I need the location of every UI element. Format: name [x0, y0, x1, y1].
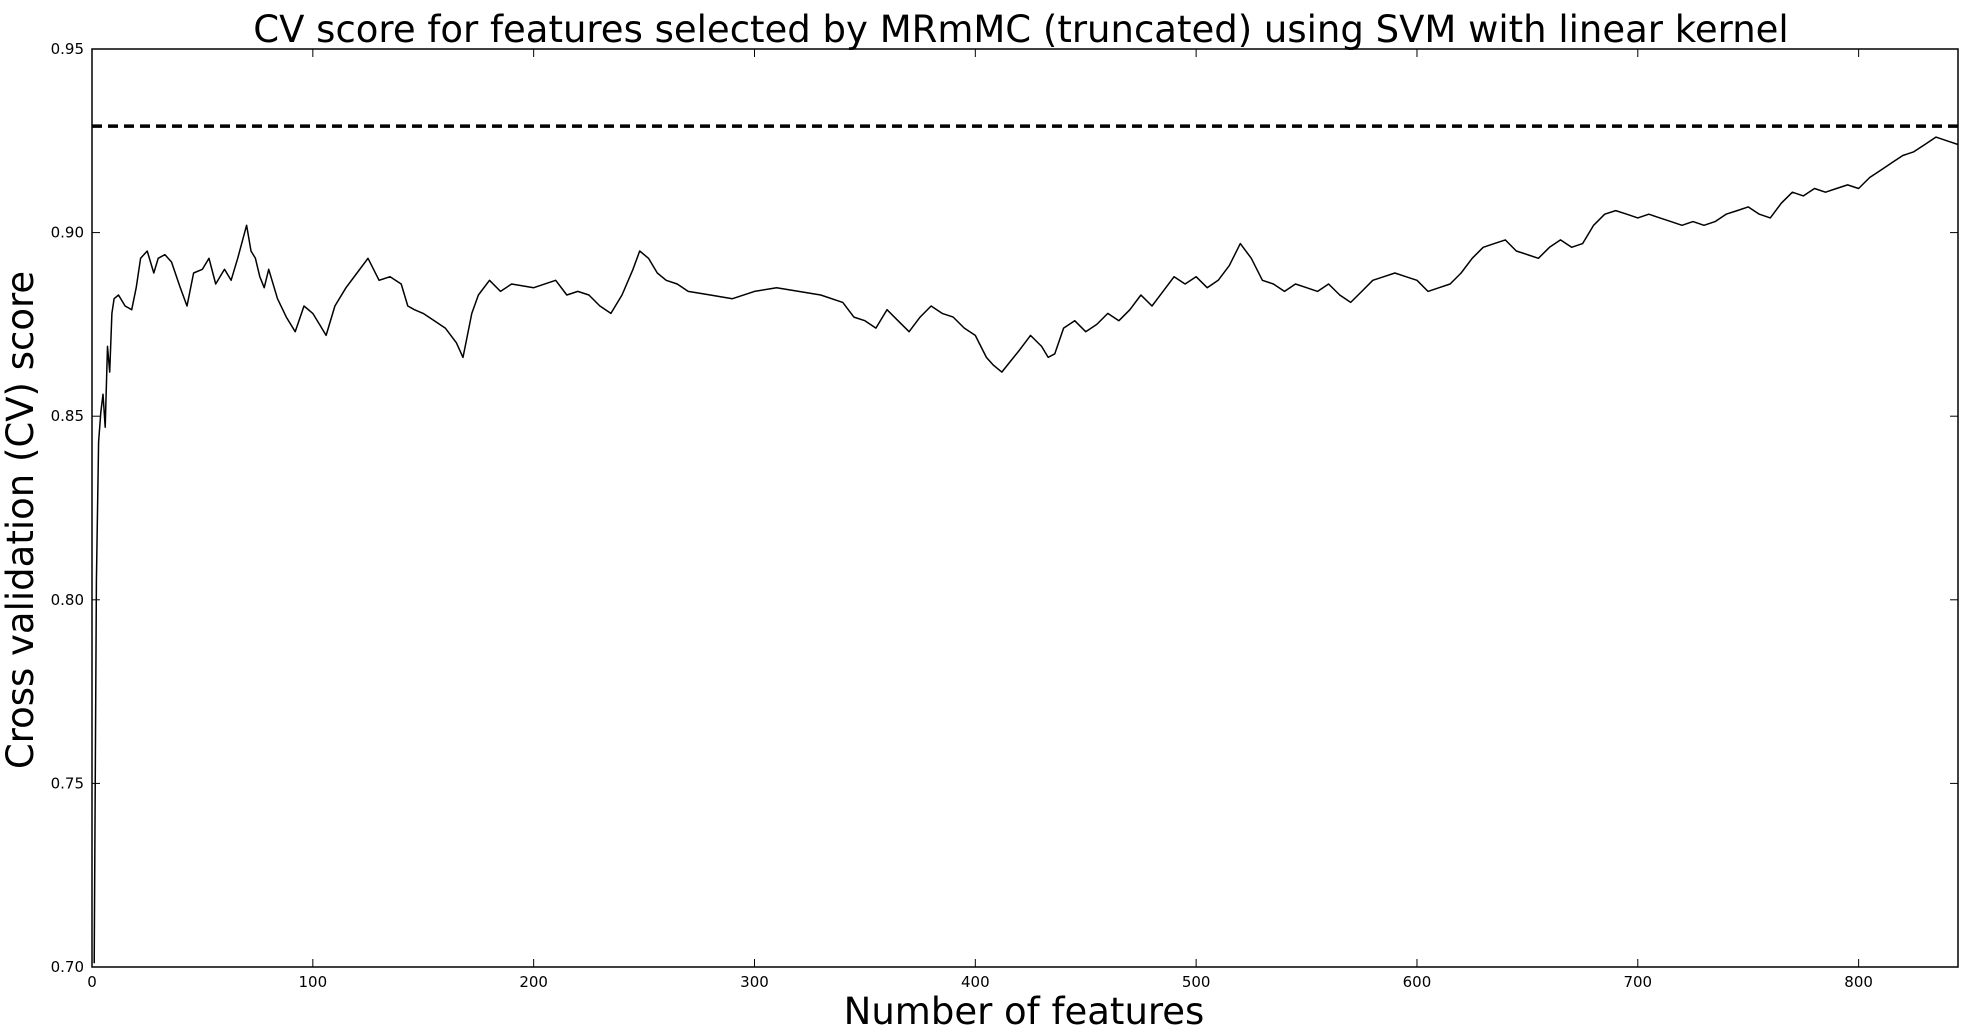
- x-tick-label: 800: [1844, 973, 1873, 991]
- axis-ticks: 0 100 200 300 400 500 600 700 800 0.70 0.75 0.80 0.8…: [51, 40, 1958, 991]
- x-tick-label: 0: [87, 973, 97, 991]
- y-tick-label: 0.95: [51, 40, 84, 58]
- y-tick-label: 0.90: [51, 224, 84, 242]
- y-tick-label: 0.70: [51, 958, 84, 976]
- x-tick-label: 600: [1403, 973, 1432, 991]
- chart-title: CV score for features selected by MRmMC …: [253, 8, 1788, 51]
- x-tick-label: 300: [740, 973, 769, 991]
- y-tick-label: 0.80: [51, 591, 84, 609]
- series-layer: [92, 124, 1959, 964]
- y-tick-label: 0.85: [51, 407, 84, 425]
- x-tick-label: 700: [1623, 973, 1652, 991]
- x-tick-label: 400: [961, 973, 990, 991]
- plot-frame: [91, 48, 1959, 968]
- x-tick-label: 100: [299, 973, 328, 991]
- cv-score-line: [93, 136, 1959, 964]
- y-tick-label: 0.75: [51, 774, 84, 792]
- x-tick-label: 200: [519, 973, 548, 991]
- x-axis-label: Number of features: [844, 990, 1205, 1033]
- x-tick-label: 500: [1182, 973, 1211, 991]
- y-axis-label: Cross validation (CV) score: [0, 271, 42, 769]
